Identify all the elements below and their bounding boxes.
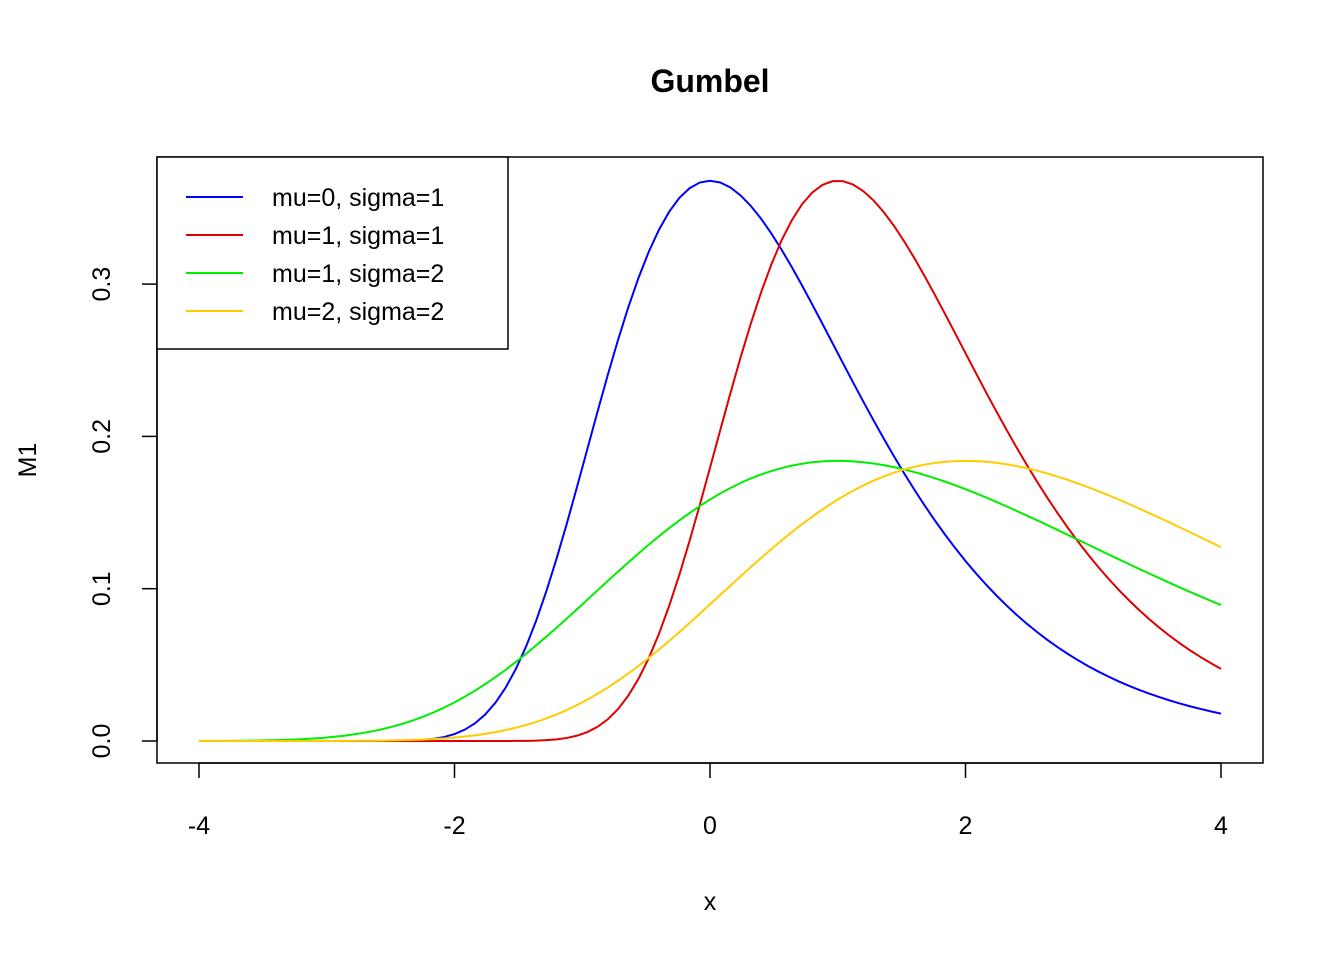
series-layer [198, 179, 1222, 742]
y-tick-label: 0.0 [88, 724, 116, 759]
legend: mu=0, sigma=1 mu=1, sigma=1 mu=1, sigma=2 m… [156, 156, 509, 350]
x-tick-label: 4 [1214, 812, 1228, 840]
y-axis-title: M1 [14, 443, 42, 478]
y-tick-label: 0.2 [88, 419, 116, 454]
x-tick-label: 0 [703, 812, 717, 840]
legend-label: mu=0, sigma=1 [272, 184, 444, 212]
x-tick-label: -2 [443, 812, 465, 840]
y-tick-label: 0.1 [88, 571, 116, 606]
legend-label: mu=1, sigma=2 [272, 260, 444, 288]
legend-label: mu=1, sigma=1 [272, 222, 444, 250]
legend-box [156, 156, 509, 350]
x-tick-label: 2 [959, 812, 973, 840]
x-tick-label: -4 [188, 812, 210, 840]
chart-title: Gumbel [650, 63, 769, 99]
series-line-3 [198, 459, 1222, 742]
x-axis: -4 -2 0 2 4 [188, 762, 1228, 840]
y-axis: 0.0 0.1 0.2 0.3 [88, 267, 158, 759]
y-tick-label: 0.3 [88, 267, 116, 302]
series-line-4 [199, 459, 1222, 742]
legend-label: mu=2, sigma=2 [272, 298, 444, 326]
x-axis-title: x [704, 888, 717, 916]
